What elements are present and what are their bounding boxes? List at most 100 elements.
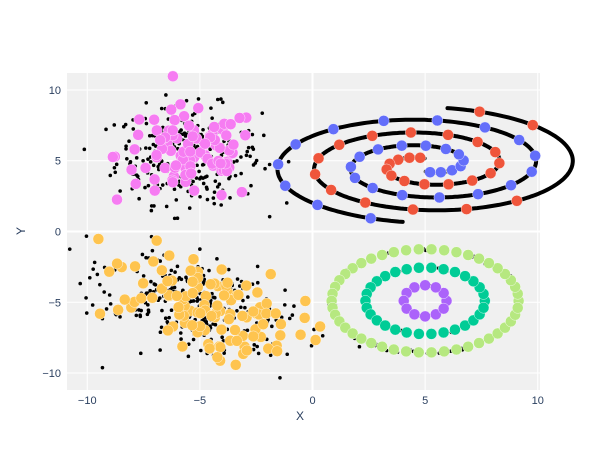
blob-bottom-point bbox=[255, 344, 259, 349]
blob-top-marker bbox=[185, 167, 197, 180]
blob-top-marker bbox=[148, 173, 161, 186]
blob-bottom-point bbox=[141, 274, 146, 278]
ring-outer-marker bbox=[413, 346, 425, 359]
blob-bottom-marker bbox=[92, 233, 105, 245]
ring-inner-marker bbox=[437, 302, 450, 315]
blob-bottom-marker bbox=[211, 351, 224, 363]
blob-bottom-point bbox=[278, 375, 282, 380]
blob-top-point bbox=[267, 162, 272, 167]
blob-bottom-point bbox=[256, 351, 261, 356]
blob-top-marker bbox=[199, 138, 211, 150]
ring-mid-marker bbox=[425, 262, 438, 274]
blob-top-point bbox=[231, 160, 236, 164]
blob-bottom-point bbox=[186, 354, 191, 359]
x-tick-label: −5 bbox=[194, 395, 207, 407]
blob-bottom-marker bbox=[163, 249, 176, 262]
blob-bottom-marker bbox=[194, 307, 207, 319]
blob-top-point bbox=[131, 127, 136, 131]
blob-bottom-point bbox=[237, 284, 242, 288]
blob-bottom-point bbox=[239, 305, 243, 310]
blob-top-point bbox=[219, 97, 223, 101]
blob-top-marker bbox=[208, 121, 220, 133]
blob-bottom-point bbox=[158, 348, 162, 352]
y-tick-label: 5 bbox=[55, 156, 61, 168]
blob-top-point bbox=[160, 183, 165, 187]
ring-mid-marker bbox=[467, 275, 480, 287]
blob-top-point bbox=[147, 146, 152, 151]
blob-bottom-point bbox=[309, 343, 314, 348]
blob-bottom-point bbox=[241, 298, 245, 303]
blob-top-point bbox=[114, 162, 119, 167]
blob-top-point bbox=[194, 176, 199, 180]
blob-bottom-marker bbox=[203, 342, 216, 355]
ring-outer-marker bbox=[450, 246, 463, 258]
blob-bottom-point bbox=[357, 344, 362, 349]
ring-outer-marker bbox=[376, 341, 388, 353]
blob-bottom-marker bbox=[229, 324, 241, 336]
blob-bottom-marker bbox=[172, 301, 185, 313]
ring-mid-marker bbox=[437, 326, 450, 339]
blob-top-marker bbox=[192, 102, 204, 114]
spiral-b-marker bbox=[272, 158, 284, 171]
blob-top-marker bbox=[187, 130, 199, 143]
ring-outer-marker bbox=[346, 327, 359, 340]
ring-outer-marker bbox=[462, 249, 474, 261]
blob-bottom-marker bbox=[129, 260, 141, 273]
blob-top-point bbox=[248, 154, 252, 159]
spiral-b-marker bbox=[433, 191, 446, 204]
blob-top-point bbox=[118, 189, 122, 193]
blob-top-point bbox=[164, 204, 169, 209]
blob-top-point bbox=[244, 153, 249, 158]
spiral-b-marker bbox=[431, 114, 444, 127]
blob-top-marker bbox=[184, 145, 196, 158]
ring-outer-marker bbox=[388, 343, 400, 356]
blob-top-point bbox=[246, 145, 251, 150]
spiral-b-marker bbox=[372, 143, 384, 156]
x-tick-label: 5 bbox=[422, 395, 428, 407]
spiral-b-marker bbox=[529, 150, 541, 162]
blob-bottom-point bbox=[199, 348, 203, 353]
spiral-b-marker bbox=[311, 199, 324, 211]
ring-inner-marker bbox=[430, 308, 442, 321]
blob-top-marker bbox=[130, 178, 142, 190]
spiral-a-marker bbox=[418, 178, 431, 190]
spiral-a-marker bbox=[442, 178, 455, 191]
blob-bottom-point bbox=[207, 268, 211, 273]
blob-bottom-point bbox=[150, 248, 155, 253]
spiral-b-marker bbox=[453, 148, 465, 161]
blob-top-point bbox=[201, 181, 206, 186]
ring-mid-marker bbox=[379, 270, 391, 282]
blob-top-point bbox=[217, 182, 222, 187]
blob-bottom-point bbox=[153, 283, 158, 287]
blob-bottom-point bbox=[160, 308, 164, 313]
blob-top-point bbox=[239, 171, 243, 176]
ring-mid-marker bbox=[371, 314, 383, 327]
spiral-a-marker bbox=[309, 168, 321, 180]
blob-bottom-point bbox=[84, 296, 88, 300]
ring-outer-marker bbox=[388, 246, 400, 258]
blob-bottom-point bbox=[178, 331, 183, 335]
blob-top-marker bbox=[233, 112, 246, 124]
blob-top-point bbox=[215, 97, 220, 102]
blob-top-marker bbox=[167, 124, 179, 137]
blob-top-marker bbox=[165, 103, 177, 116]
blob-bottom-marker bbox=[150, 234, 163, 247]
spiral-a-marker bbox=[442, 129, 454, 141]
blob-bottom-marker bbox=[187, 287, 199, 299]
blob-bottom-point bbox=[255, 264, 260, 269]
blob-top-point bbox=[82, 147, 87, 152]
blob-top-point bbox=[141, 158, 145, 163]
blob-bottom-marker bbox=[176, 340, 189, 353]
x-tick-label: −10 bbox=[78, 395, 97, 407]
ring-mid-marker bbox=[400, 326, 413, 339]
blob-top-point bbox=[197, 169, 201, 174]
blob-bottom-marker bbox=[270, 307, 282, 320]
blob-bottom-point bbox=[211, 295, 216, 300]
ring-inner-marker bbox=[408, 281, 421, 294]
blob-bottom-marker bbox=[257, 318, 269, 330]
y-tick-label: 10 bbox=[49, 85, 61, 97]
blob-top-point bbox=[261, 133, 266, 138]
blob-top-marker bbox=[227, 138, 240, 151]
blob-bottom-marker bbox=[236, 310, 249, 322]
